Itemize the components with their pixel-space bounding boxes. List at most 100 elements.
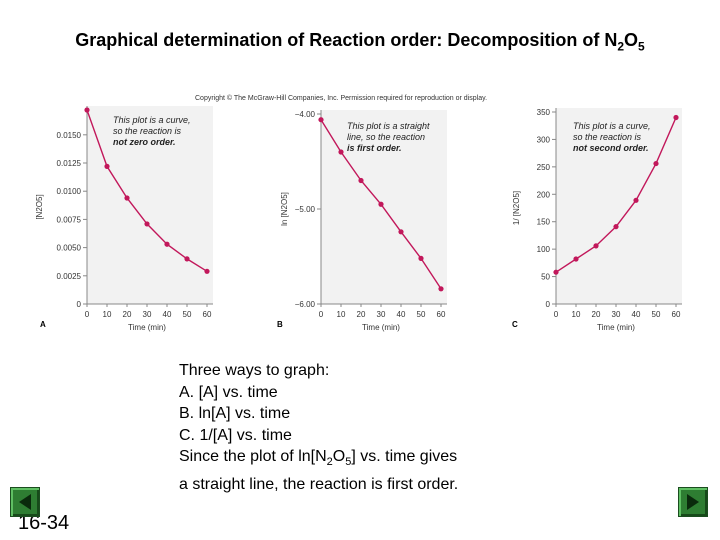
text-line-5: Since the plot of ln[N2O5] vs. time give… bbox=[179, 446, 458, 474]
x-tick-label: 30 bbox=[612, 310, 621, 319]
title-main: Graphical determination of Reaction orde… bbox=[75, 30, 618, 50]
y-tick-label: 0.0150 bbox=[57, 131, 82, 140]
plot-area bbox=[556, 108, 682, 304]
text-line-5-o: O bbox=[332, 448, 346, 465]
data-point bbox=[338, 149, 344, 155]
title-sub-2: 2 bbox=[617, 39, 625, 54]
copyright-notice: Copyright © The McGraw-Hill Companies, I… bbox=[195, 95, 488, 102]
title-o: O bbox=[624, 30, 639, 50]
text-line-6: a straight line, the reaction is first o… bbox=[179, 475, 459, 493]
x-tick-label: 0 bbox=[554, 310, 559, 319]
plot-area bbox=[87, 106, 213, 304]
y-tick-label: 50 bbox=[541, 273, 550, 282]
y-tick-label: 300 bbox=[537, 135, 551, 144]
chart-note-line: This plot is a curve, bbox=[573, 121, 651, 131]
panel-letter: B bbox=[277, 320, 283, 329]
x-tick-label: 50 bbox=[417, 310, 426, 319]
x-axis-title: Time (min) bbox=[128, 323, 166, 332]
text-line-5-sub-5: 5 bbox=[345, 456, 352, 469]
panel-letter: C bbox=[512, 320, 518, 329]
y-tick-label: 0.0075 bbox=[57, 215, 82, 224]
y-axis-title: ln [N2O5] bbox=[280, 192, 289, 226]
x-tick-label: 40 bbox=[397, 310, 406, 319]
chart-note-line: not second order. bbox=[573, 143, 649, 153]
data-point bbox=[653, 160, 659, 167]
x-tick-label: 60 bbox=[437, 310, 446, 319]
x-tick-label: 40 bbox=[632, 310, 641, 319]
y-axis-title: [N2O5] bbox=[35, 194, 44, 219]
y-tick-label: 0.0125 bbox=[57, 159, 82, 168]
y-tick-label: 0 bbox=[77, 300, 82, 309]
data-point bbox=[84, 107, 90, 113]
data-point bbox=[673, 114, 679, 121]
y-tick-label: 350 bbox=[537, 108, 551, 117]
text-line-3: B. ln[A] vs. time bbox=[179, 405, 291, 422]
x-tick-label: 10 bbox=[572, 310, 581, 319]
x-tick-label: 20 bbox=[357, 310, 366, 319]
x-tick-label: 30 bbox=[377, 310, 386, 319]
data-point bbox=[358, 177, 364, 184]
data-point bbox=[633, 197, 639, 203]
y-axis-title: 1/ [N2O5] bbox=[512, 191, 521, 225]
text-line-5-sub-2: 2 bbox=[326, 456, 333, 469]
text-line-1: Three ways to graph: bbox=[179, 362, 330, 379]
data-point bbox=[104, 163, 110, 169]
y-tick-label: 0 bbox=[546, 300, 551, 309]
chart-note-line: This plot is a curve, bbox=[113, 115, 191, 125]
chart-note-line: line, so the reaction bbox=[347, 132, 425, 142]
x-tick-label: 60 bbox=[203, 310, 212, 319]
data-point bbox=[593, 243, 599, 249]
y-tick-label: 0.0100 bbox=[57, 187, 82, 196]
data-point bbox=[164, 241, 170, 247]
data-point bbox=[318, 117, 324, 123]
chart-panel-c: 0 10 20 30 40 50 60 0 50 100 150 200 250 300 350 Time (… bbox=[505, 105, 695, 335]
triangle-right-icon bbox=[687, 494, 699, 510]
y-tick-label: 250 bbox=[537, 163, 551, 172]
data-point bbox=[553, 269, 559, 275]
data-point bbox=[573, 256, 579, 262]
text-line-5-post: ] vs. time gives bbox=[351, 448, 458, 465]
title-sub-5: 5 bbox=[638, 39, 645, 54]
plot-area bbox=[321, 110, 447, 304]
chart-panel-a: 0 10 20 30 40 50 60 0 0.0025 0.0050 0.0075 0.0100 0.… bbox=[30, 105, 220, 335]
data-point bbox=[418, 255, 424, 261]
chart-svg-c: 0 10 20 30 40 50 60 0 50 100 150 200 250 300 350 Time (… bbox=[512, 108, 682, 332]
x-tick-label: 40 bbox=[163, 310, 172, 319]
y-tick-label: −5.00 bbox=[295, 205, 316, 214]
x-tick-label: 0 bbox=[319, 310, 324, 319]
data-point bbox=[124, 195, 130, 201]
explanation-text: Three ways to graph: A. [A] vs. time B. … bbox=[179, 360, 458, 495]
x-axis-title: Time (min) bbox=[362, 323, 400, 332]
x-tick-label: 10 bbox=[337, 310, 346, 319]
chart-panel-b: 0 10 20 30 40 50 60 −4.00 −5.00 −6.00 Time (min) ln… bbox=[270, 105, 460, 335]
x-tick-label: 60 bbox=[672, 310, 681, 319]
y-tick-label: 150 bbox=[537, 218, 551, 227]
chart-note-line: so the reaction is bbox=[113, 126, 182, 136]
text-line-2: A. [A] vs. time bbox=[179, 383, 278, 401]
chart-svg-b: 0 10 20 30 40 50 60 −4.00 −5.00 −6.00 Time (min) ln… bbox=[277, 110, 447, 332]
slide-title: Graphical determination of Reaction orde… bbox=[0, 30, 720, 54]
x-tick-label: 50 bbox=[652, 310, 661, 319]
triangle-left-icon bbox=[19, 494, 31, 510]
x-tick-label: 10 bbox=[103, 310, 112, 319]
x-tick-label: 30 bbox=[143, 310, 152, 319]
y-tick-label: 100 bbox=[537, 245, 551, 254]
data-point bbox=[438, 286, 444, 292]
next-slide-button[interactable] bbox=[678, 487, 708, 517]
slide-number: 16-34 bbox=[18, 512, 70, 534]
x-tick-label: 20 bbox=[123, 310, 132, 319]
y-tick-label: 0.0050 bbox=[57, 244, 82, 253]
y-tick-label: −6.00 bbox=[295, 300, 316, 309]
data-point bbox=[613, 224, 619, 230]
previous-slide-button[interactable] bbox=[10, 487, 40, 517]
chart-note-line: so the reaction is bbox=[573, 132, 642, 142]
y-tick-label: 200 bbox=[537, 190, 551, 199]
x-tick-label: 0 bbox=[85, 310, 90, 319]
chart-note-line: not zero order. bbox=[113, 137, 176, 147]
chart-note-line: This plot is a straight bbox=[347, 121, 430, 131]
data-point bbox=[204, 268, 210, 274]
panel-letter: A bbox=[40, 320, 46, 329]
x-tick-label: 20 bbox=[592, 310, 601, 319]
data-point bbox=[144, 221, 150, 227]
chart-note-line: is first order. bbox=[347, 143, 402, 153]
